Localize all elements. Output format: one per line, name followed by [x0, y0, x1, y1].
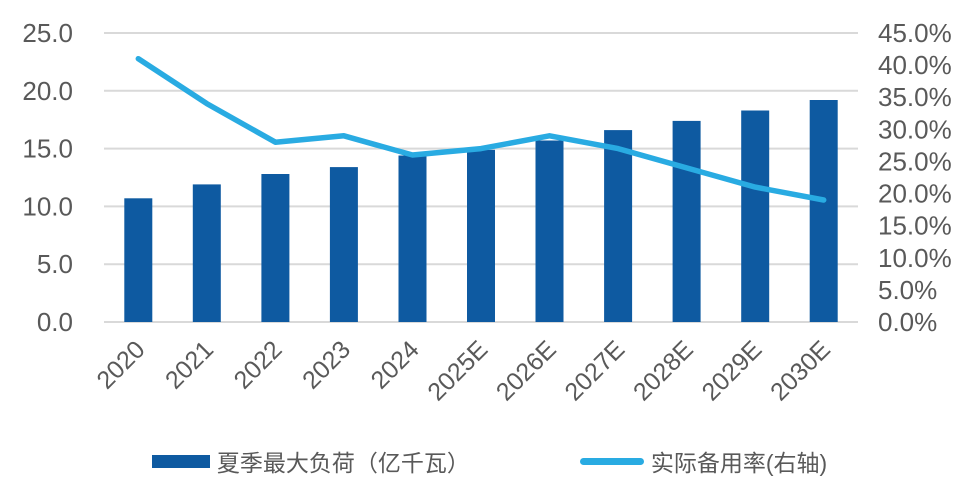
- right-axis-tick: 0.0%: [878, 307, 937, 337]
- right-axis-tick: 30.0%: [878, 114, 952, 144]
- reserve-rate-line: [135, 55, 827, 203]
- legend-item-summer-max-load: 夏季最大负荷（亿千瓦）: [151, 444, 470, 478]
- right-axis-tick: 40.0%: [878, 50, 952, 80]
- right-axis-tick: 25.0%: [878, 146, 952, 176]
- bar-series-swatch: [151, 454, 210, 468]
- bar-2026E: [535, 140, 564, 322]
- x-axis-label-2022: 2022: [229, 335, 288, 394]
- bar-2028E: [672, 120, 701, 323]
- left-axis-tick: 0.0: [37, 307, 73, 337]
- chart-legend: 夏季最大负荷（亿千瓦） 实际备用率(右轴): [0, 444, 979, 478]
- legend-label-summer-max-load: 夏季最大负荷（亿千瓦）: [216, 450, 470, 476]
- bar-2020: [124, 198, 153, 322]
- x-axis-label-2027E: 2027E: [559, 335, 630, 406]
- x-axis-label-2023: 2023: [297, 335, 356, 394]
- bar-2027E: [604, 130, 633, 322]
- bar-2024: [398, 155, 427, 322]
- bar-2021: [192, 184, 221, 322]
- bar-2029E: [741, 110, 770, 322]
- x-axis-label-2029E: 2029E: [697, 335, 768, 406]
- x-axis-label-2020: 2020: [91, 335, 150, 394]
- x-axis-label-2021: 2021: [160, 335, 219, 394]
- legend-item-reserve-rate: 实际备用率(右轴): [579, 444, 828, 478]
- bar-2030E: [809, 100, 838, 322]
- left-axis-tick: 15.0: [22, 134, 73, 164]
- bar-2025E: [467, 149, 495, 322]
- bar-2023: [329, 167, 358, 322]
- left-axis-tick: 10.0: [22, 191, 73, 221]
- line-series-swatch: [579, 457, 644, 465]
- right-axis-tick: 45.0%: [878, 18, 952, 48]
- left-axis-tick: 25.0: [22, 18, 73, 48]
- x-axis-label-2030E: 2030E: [765, 335, 836, 406]
- right-axis-tick: 10.0%: [878, 243, 952, 273]
- bar-2022: [261, 174, 290, 322]
- left-axis-tick: 5.0: [37, 249, 73, 279]
- right-axis-tick: 15.0%: [878, 211, 952, 241]
- left-axis-tick: 20.0: [22, 76, 73, 106]
- right-axis-tick: 5.0%: [878, 275, 937, 305]
- chart-plot-area: 0.0 5.0 10.0 15.0 20.0 25.0 0.0%5.0%10.0%15.0%…: [22, 18, 952, 406]
- x-axis-label-2026E: 2026E: [491, 335, 562, 406]
- right-axis-tick: 35.0%: [878, 82, 952, 112]
- right-axis-tick: 20.0%: [878, 179, 952, 209]
- x-axis-label-2028E: 2028E: [628, 335, 699, 406]
- x-axis-label-2024: 2024: [366, 335, 425, 394]
- x-axis-label-2025E: 2025E: [422, 335, 493, 406]
- legend-label-reserve-rate: 实际备用率(右轴): [650, 450, 828, 476]
